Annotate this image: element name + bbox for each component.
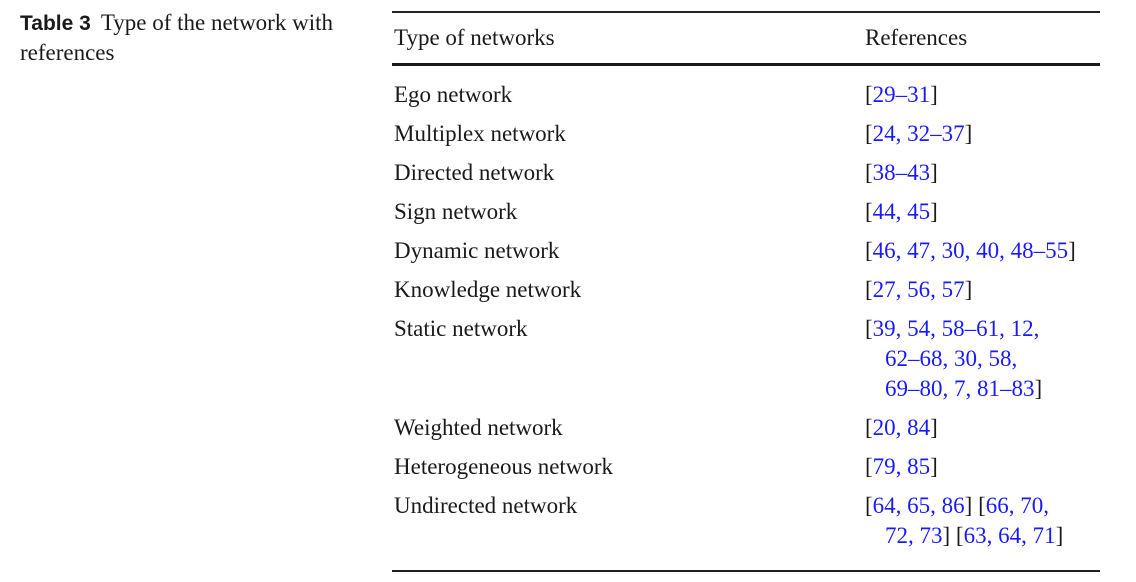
reference-citation[interactable]: [39, 54, 58–61, 12, <box>865 316 1040 341</box>
network-type-cell: Knowledge network <box>394 277 582 302</box>
reference-citation[interactable]: [38–43] <box>865 160 938 185</box>
reference-citation[interactable]: 69–80, 7, 81–83] <box>885 376 1043 401</box>
network-type-cell: Undirected network <box>394 493 578 518</box>
network-type-cell: Directed network <box>394 160 555 185</box>
references-cell: [24, 32–37] <box>865 119 1100 149</box>
table-row: Ego network [29–31] <box>392 80 1100 110</box>
network-type-cell: Dynamic network <box>394 238 560 263</box>
table-row: Heterogeneous network [79, 85] <box>392 452 1100 482</box>
references-cell: [46, 47, 30, 40, 48–55] <box>865 236 1100 266</box>
reference-citation[interactable]: [20, 84] <box>865 415 938 440</box>
header-type-of-networks: Type of networks <box>394 25 555 50</box>
table-header-rule <box>392 63 1100 66</box>
table-bottom-rule <box>392 570 1100 572</box>
reference-citation[interactable]: [27, 56, 57] <box>865 277 973 302</box>
network-types-table: Type of networks References Ego network [… <box>392 11 1100 572</box>
network-type-cell: Multiplex network <box>394 121 566 146</box>
table-row: Undirected network [64, 65, 86] [66, 70, 7… <box>392 491 1100 551</box>
reference-citation[interactable]: [79, 85] <box>865 454 938 479</box>
references-cell: [38–43] <box>865 158 1100 188</box>
references-cell: [64, 65, 86] [66, 70, 72, 73] [63, 64, 71… <box>865 491 1100 551</box>
reference-citation[interactable]: [44, 45] <box>865 199 938 224</box>
reference-citation[interactable]: [24, 32–37] <box>865 121 973 146</box>
table-row: Dynamic network [46, 47, 30, 40, 48–55] <box>392 236 1100 266</box>
reference-citation[interactable]: [46, 47, 30, 40, 48–55] <box>865 238 1076 263</box>
reference-citation[interactable]: 72, 73] [63, 64, 71] <box>885 523 1064 548</box>
header-references: References <box>865 25 968 50</box>
references-cell: [29–31] <box>865 80 1100 110</box>
table-row: Multiplex network [24, 32–37] <box>392 119 1100 149</box>
table-row: Weighted network [20, 84] <box>392 413 1100 443</box>
table-caption: Table 3 Type of the network with referenc… <box>20 8 360 67</box>
table-body: Ego network [29–31] Multiplex network [24, … <box>392 66 1100 570</box>
table-row: Knowledge network [27, 56, 57] <box>392 275 1100 305</box>
table-row: Sign network [44, 45] <box>392 197 1100 227</box>
reference-citation[interactable]: [29–31] <box>865 82 938 107</box>
references-cell: [44, 45] <box>865 197 1100 227</box>
reference-citation[interactable]: 62–68, 30, 58, <box>885 346 1018 371</box>
references-cell: [39, 54, 58–61, 12, 62–68, 30, 58, 69–80, … <box>865 314 1100 404</box>
table-top-rule <box>392 11 1100 13</box>
reference-citation[interactable]: [64, 65, 86] [66, 70, <box>865 493 1050 518</box>
references-cell: [20, 84] <box>865 413 1100 443</box>
network-type-cell: Heterogeneous network <box>394 454 614 479</box>
network-type-cell: Ego network <box>394 82 513 107</box>
network-type-cell: Sign network <box>394 199 518 224</box>
table-row: Static network [39, 54, 58–61, 12, 62–68, … <box>392 314 1100 404</box>
network-type-cell: Weighted network <box>394 415 563 440</box>
references-cell: [27, 56, 57] <box>865 275 1100 305</box>
references-cell: [79, 85] <box>865 452 1100 482</box>
table-caption-text: Type of the network with references <box>20 10 333 65</box>
table-number-label: Table 3 <box>20 12 91 35</box>
table-header-row: Type of networks References <box>392 13 1100 63</box>
network-type-cell: Static network <box>394 316 528 341</box>
table-row: Directed network [38–43] <box>392 158 1100 188</box>
